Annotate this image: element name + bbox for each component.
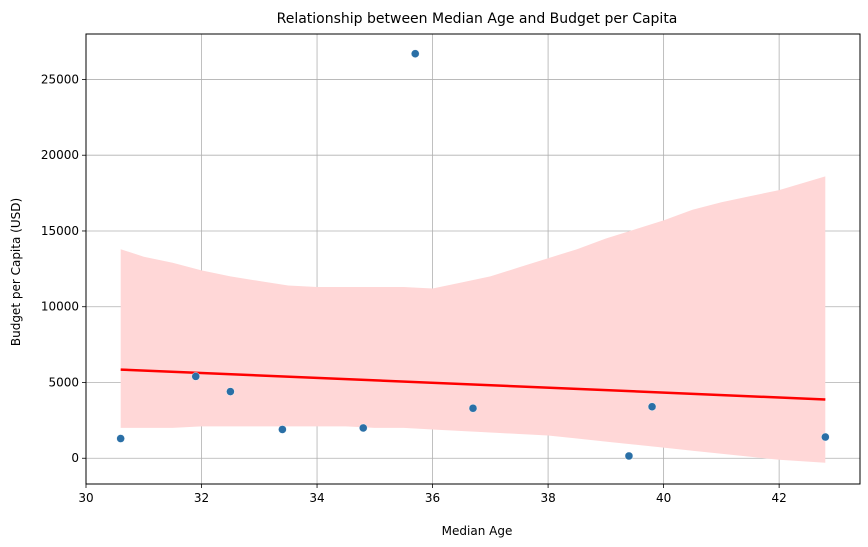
data-point <box>359 423 368 433</box>
data-point <box>624 451 634 461</box>
regression-line <box>120 368 826 401</box>
y-tick-label: 25000 <box>41 72 79 86</box>
x-axis-label: Median Age <box>442 524 513 538</box>
tick-layer: 30 32 34 36 38 40 42 0 5000 10000 15000 20000 25000 <box>41 72 787 505</box>
confidence-band <box>120 176 826 463</box>
x-tick-label: 36 <box>425 491 440 505</box>
x-tick-label: 40 <box>656 491 671 505</box>
data-point <box>226 387 235 396</box>
plot-frame <box>85 33 861 485</box>
y-tick-label: 10000 <box>41 300 79 314</box>
x-tick-label: 34 <box>309 491 324 505</box>
data-point <box>647 402 657 411</box>
points-layer <box>116 49 830 461</box>
y-tick-label: 0 <box>71 451 79 465</box>
confidence-band-layer <box>120 176 826 463</box>
y-tick-label: 20000 <box>41 148 79 162</box>
data-point <box>116 434 125 443</box>
chart-title: Relationship between Median Age and Budg… <box>277 11 678 27</box>
data-point <box>821 432 830 442</box>
y-axis-label: Budget per Capita (USD) <box>9 198 23 346</box>
x-tick-label: 30 <box>78 491 93 505</box>
data-point <box>411 49 420 58</box>
x-tick-label: 42 <box>771 491 786 505</box>
x-tick-label: 38 <box>540 491 555 505</box>
y-tick-label: 15000 <box>41 224 79 238</box>
regression-layer <box>120 368 826 401</box>
x-tick-label: 32 <box>194 491 209 505</box>
y-tick-label: 5000 <box>48 375 79 389</box>
data-point <box>191 372 200 381</box>
data-point <box>278 425 287 434</box>
data-point <box>468 404 478 413</box>
